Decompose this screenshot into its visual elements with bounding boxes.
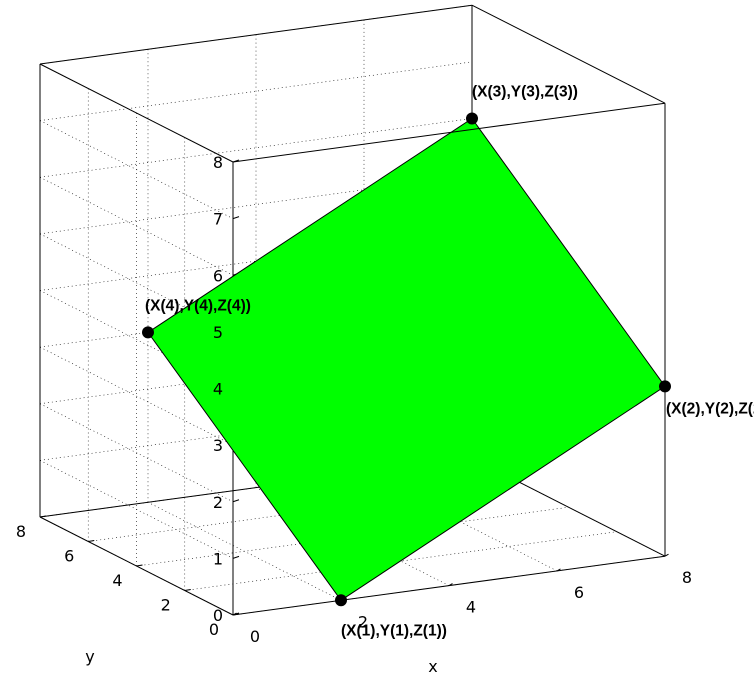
y-tick-mark [184, 589, 191, 591]
y-tick-label: 6 [64, 547, 74, 566]
vertex-label: (X(2),Y(2),Z(2)) [666, 400, 754, 417]
green-patch [147, 117, 666, 601]
vertex-marker [142, 326, 154, 339]
y-tick-label: 8 [16, 522, 26, 541]
z-tick-label: 4 [213, 380, 223, 399]
grid-line-z [39, 401, 473, 461]
z-tick-label: 6 [213, 266, 223, 285]
grid-line-z [39, 61, 473, 121]
patch-layer [147, 117, 666, 601]
grid-line-z [39, 118, 473, 178]
vertex-label: (X(3),Y(3),Z(3)) [472, 83, 578, 100]
y-tick-label: 4 [112, 571, 122, 590]
x-axis-label: x [428, 657, 437, 676]
z-tick-mark [232, 499, 240, 503]
box-edge [232, 102, 666, 163]
vertex-label: (X(4),Y(4),Z(4)) [145, 297, 251, 314]
vertex-marker [466, 112, 478, 125]
z-tick-label: 1 [213, 549, 223, 568]
x-tick-label: 4 [466, 598, 476, 617]
z-tick-label: 7 [213, 210, 223, 229]
z-tick-mark [232, 555, 240, 559]
grid-line-z [39, 174, 473, 235]
box-edge [39, 63, 234, 163]
y-tick-mark [136, 564, 143, 567]
grid-line-y [184, 531, 617, 591]
z-tick-mark [232, 216, 240, 220]
y-tick-mark [39, 515, 47, 518]
grid-line-z [39, 176, 234, 276]
z-tick-label: 3 [213, 436, 223, 455]
x-tick-mark [664, 553, 669, 557]
y-tick-label: 2 [161, 596, 171, 615]
y-tick-label: 0 [209, 620, 219, 639]
z-tick-label: 2 [213, 493, 223, 512]
vertex-markers [142, 112, 671, 607]
grid-line-z [39, 231, 473, 291]
x-tick-label: 6 [574, 583, 584, 602]
grid-line-z [39, 346, 234, 446]
x-tick-label: 0 [250, 627, 260, 646]
tick-labels: 0 2 4 6 8 0 2 4 6 8 0 1 2 3 4 5 6 7 8 [16, 153, 692, 646]
y-axis-label: y [85, 647, 94, 666]
box-edge [471, 4, 666, 104]
y-tick-mark [88, 540, 95, 542]
x-tick-label: 2 [358, 612, 368, 631]
z-tick-label: 8 [213, 153, 223, 172]
grid-line-y [88, 482, 521, 542]
x-tick-mark [556, 568, 561, 572]
box-edge [39, 4, 473, 65]
grid-line-z [39, 403, 234, 503]
z-tick-mark [232, 612, 240, 616]
grid-line-z [39, 344, 473, 405]
vertex-labels: (X(1),Y(1),Z(1)) (X(2),Y(2),Z(2)) (X(3),Y(… [145, 83, 754, 639]
z-tick-label: 5 [213, 323, 223, 342]
z-tick-label: 0 [213, 606, 223, 625]
axes-box-front [39, 4, 666, 557]
grid-line-y [136, 506, 569, 567]
grid-line-z [39, 288, 473, 348]
vertex-label: (X(1),Y(1),Z(1)) [341, 622, 447, 639]
vertex-marker [335, 594, 347, 607]
vertex-marker [659, 380, 671, 393]
x-tick-mark [448, 583, 453, 587]
x-tick-label: 8 [682, 568, 692, 587]
